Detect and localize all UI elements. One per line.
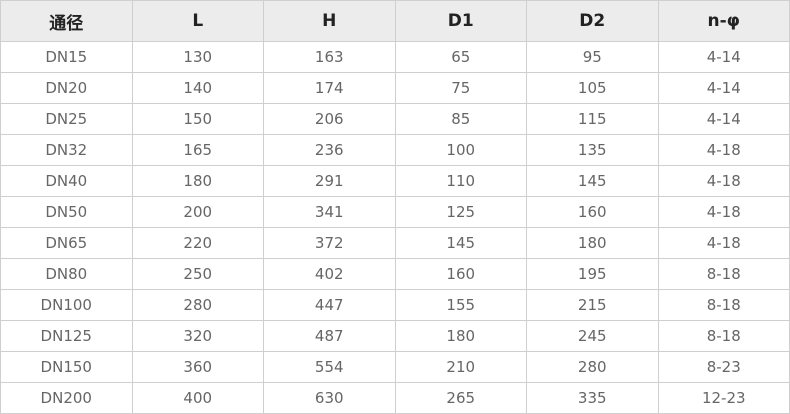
table-row: DN200 400 630 265 335 12-23	[0, 382, 790, 414]
cell-height-h: 554	[263, 351, 396, 383]
cell-bolt-holes: 4-18	[657, 227, 790, 259]
cell-bolt-holes: 4-18	[657, 134, 790, 166]
cell-diameter-d2: 180	[526, 227, 659, 259]
cell-diameter-d1: 145	[394, 227, 527, 259]
cell-diameter-d1: 75	[394, 72, 527, 104]
cell-diameter-d1: 160	[394, 258, 527, 290]
table-row: DN40 180 291 110 145 4-18	[0, 165, 790, 197]
table-row: DN150 360 554 210 280 8-23	[0, 351, 790, 383]
cell-nominal-diameter: DN32	[0, 134, 133, 166]
cell-height-h: 236	[263, 134, 396, 166]
table-row: DN25 150 206 85 115 4-14	[0, 103, 790, 135]
cell-diameter-d2: 135	[526, 134, 659, 166]
cell-bolt-holes: 8-18	[657, 258, 790, 290]
cell-nominal-diameter: DN20	[0, 72, 133, 104]
column-header-nominal-diameter: 通径	[0, 0, 133, 42]
cell-nominal-diameter: DN80	[0, 258, 133, 290]
table-row: DN32 165 236 100 135 4-18	[0, 134, 790, 166]
cell-height-h: 630	[263, 382, 396, 414]
cell-diameter-d2: 280	[526, 351, 659, 383]
table-row: DN15 130 163 65 95 4-14	[0, 41, 790, 73]
cell-height-h: 163	[263, 41, 396, 73]
column-header-diameter-d1: D1	[394, 0, 527, 42]
cell-length-l: 400	[131, 382, 264, 414]
cell-length-l: 150	[131, 103, 264, 135]
cell-nominal-diameter: DN50	[0, 196, 133, 228]
cell-height-h: 487	[263, 320, 396, 352]
table-row: DN50 200 341 125 160 4-18	[0, 196, 790, 228]
cell-diameter-d1: 65	[394, 41, 527, 73]
cell-length-l: 140	[131, 72, 264, 104]
cell-nominal-diameter: DN15	[0, 41, 133, 73]
cell-diameter-d1: 210	[394, 351, 527, 383]
table-row: DN100 280 447 155 215 8-18	[0, 289, 790, 321]
cell-length-l: 280	[131, 289, 264, 321]
cell-length-l: 320	[131, 320, 264, 352]
cell-bolt-holes: 8-18	[657, 289, 790, 321]
table-row: DN125 320 487 180 245 8-18	[0, 320, 790, 352]
cell-diameter-d2: 95	[526, 41, 659, 73]
cell-diameter-d1: 265	[394, 382, 527, 414]
cell-length-l: 200	[131, 196, 264, 228]
cell-diameter-d2: 115	[526, 103, 659, 135]
column-header-bolt-holes: n-φ	[657, 0, 790, 42]
cell-height-h: 447	[263, 289, 396, 321]
cell-bolt-holes: 12-23	[657, 382, 790, 414]
cell-diameter-d1: 100	[394, 134, 527, 166]
cell-length-l: 130	[131, 41, 264, 73]
cell-height-h: 372	[263, 227, 396, 259]
cell-diameter-d2: 245	[526, 320, 659, 352]
cell-diameter-d1: 125	[394, 196, 527, 228]
cell-bolt-holes: 4-14	[657, 41, 790, 73]
cell-length-l: 360	[131, 351, 264, 383]
cell-nominal-diameter: DN40	[0, 165, 133, 197]
column-header-height-h: H	[263, 0, 396, 42]
cell-bolt-holes: 4-14	[657, 72, 790, 104]
cell-length-l: 165	[131, 134, 264, 166]
cell-nominal-diameter: DN200	[0, 382, 133, 414]
cell-bolt-holes: 4-18	[657, 196, 790, 228]
cell-diameter-d2: 105	[526, 72, 659, 104]
cell-bolt-holes: 8-18	[657, 320, 790, 352]
cell-nominal-diameter: DN150	[0, 351, 133, 383]
cell-diameter-d2: 195	[526, 258, 659, 290]
cell-diameter-d2: 215	[526, 289, 659, 321]
cell-bolt-holes: 8-23	[657, 351, 790, 383]
cell-bolt-holes: 4-14	[657, 103, 790, 135]
cell-height-h: 291	[263, 165, 396, 197]
cell-height-h: 206	[263, 103, 396, 135]
cell-nominal-diameter: DN100	[0, 289, 133, 321]
table-row: DN80 250 402 160 195 8-18	[0, 258, 790, 290]
cell-length-l: 250	[131, 258, 264, 290]
column-header-length-l: L	[131, 0, 264, 42]
cell-nominal-diameter: DN25	[0, 103, 133, 135]
cell-diameter-d1: 85	[394, 103, 527, 135]
cell-height-h: 174	[263, 72, 396, 104]
cell-height-h: 402	[263, 258, 396, 290]
cell-diameter-d2: 160	[526, 196, 659, 228]
cell-diameter-d2: 335	[526, 382, 659, 414]
table-row: DN65 220 372 145 180 4-18	[0, 227, 790, 259]
cell-diameter-d1: 180	[394, 320, 527, 352]
cell-diameter-d1: 110	[394, 165, 527, 197]
cell-nominal-diameter: DN65	[0, 227, 133, 259]
cell-height-h: 341	[263, 196, 396, 228]
cell-nominal-diameter: DN125	[0, 320, 133, 352]
cell-bolt-holes: 4-18	[657, 165, 790, 197]
table-row: DN20 140 174 75 105 4-14	[0, 72, 790, 104]
header-row: 通径 L H D1 D2 n-φ	[0, 0, 790, 42]
column-header-diameter-d2: D2	[526, 0, 659, 42]
cell-length-l: 220	[131, 227, 264, 259]
cell-length-l: 180	[131, 165, 264, 197]
cell-diameter-d1: 155	[394, 289, 527, 321]
cell-diameter-d2: 145	[526, 165, 659, 197]
